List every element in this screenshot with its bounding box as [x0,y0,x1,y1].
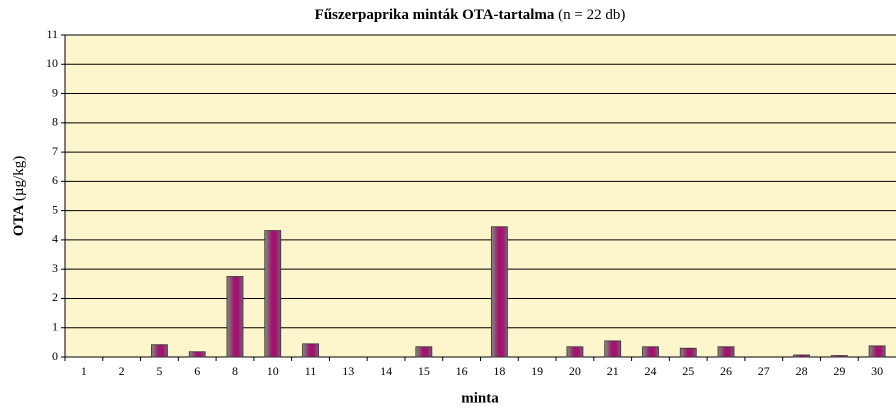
y-tick-label: 3 [52,261,58,275]
x-tick-label: 11 [305,364,317,378]
bar [264,230,282,358]
y-tick-label: 8 [52,115,58,129]
x-tick-label: 25 [682,364,694,378]
bar [188,351,206,358]
bar [717,346,735,358]
bar [604,340,622,358]
x-tick-label: 30 [871,364,883,378]
x-tick-label: 1 [81,364,87,378]
plot-area [65,35,896,357]
bar [642,346,659,358]
bar [490,226,508,358]
y-tick-label: 6 [52,173,58,187]
x-tick-label: 20 [569,364,581,378]
x-tick-label: 14 [380,364,392,378]
x-tick-label: 2 [119,364,125,378]
y-tick-label: 4 [52,232,58,246]
x-tick-label: 15 [418,364,430,378]
y-label-main: OTA [11,205,27,237]
x-tick-label: 28 [796,364,808,378]
x-tick-label: 27 [758,364,770,378]
y-tick-label: 7 [52,144,58,158]
y-tick-label: 2 [52,290,58,304]
bar [302,343,319,358]
bar [868,345,886,358]
x-tick-label: 13 [342,364,354,378]
y-axis-label: OTA (µg/kg) [11,156,27,236]
bar [830,355,848,358]
x-tick-label: 10 [267,364,279,378]
title-main: Fűszerpaprika minták OTA-tartalma [315,7,555,23]
x-tick-label: 16 [456,364,468,378]
bar [679,347,697,358]
y-tick-label: 9 [52,85,58,99]
y-label-unit: (µg/kg) [11,156,27,201]
y-tick-label: 5 [52,202,58,216]
x-axis-label: minta [461,390,499,406]
x-tick-label: 19 [531,364,543,378]
y-tick-label: 10 [46,56,58,70]
x-tick-label: 18 [493,364,505,378]
x-tick-label: 5 [156,364,162,378]
title-note: (n = 22 db) [558,7,625,23]
bar [566,346,584,358]
x-tick-label: 24 [644,364,656,378]
x-tick-label: 6 [194,364,200,378]
x-tick-label: 26 [720,364,732,378]
x-tick-label: 21 [607,364,619,378]
x-tick-label: 8 [232,364,238,378]
bar [793,354,810,358]
chart-title: Fűszerpaprika minták OTA-tartalma (n = 2… [315,7,626,23]
bar [151,344,168,358]
bar [415,346,433,358]
x-tick-label: 29 [833,364,845,378]
bar [226,276,244,358]
y-tick-label: 11 [46,27,58,41]
y-tick-label: 0 [52,349,58,363]
y-tick-label: 1 [52,319,58,333]
